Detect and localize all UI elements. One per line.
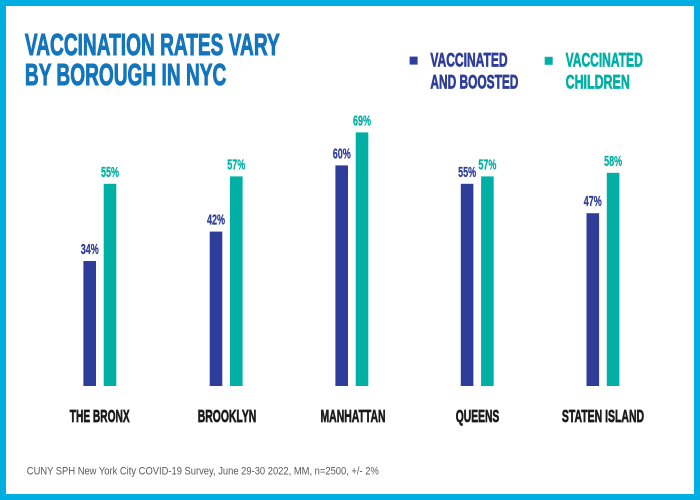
svg-text:42%: 42% [207, 213, 225, 229]
svg-text:69%: 69% [353, 113, 371, 129]
svg-text:BY BOROUGH IN NYC: BY BOROUGH IN NYC [25, 58, 226, 92]
svg-text:57%: 57% [478, 157, 496, 173]
svg-text:MANHATTAN: MANHATTAN [321, 406, 386, 426]
svg-text:AND BOOSTED: AND BOOSTED [430, 73, 518, 94]
svg-text:STATEN ISLAND: STATEN ISLAND [562, 406, 644, 426]
svg-text:55%: 55% [458, 165, 476, 181]
svg-text:55%: 55% [101, 165, 119, 181]
svg-text:CHILDREN: CHILDREN [566, 73, 630, 94]
svg-text:60%: 60% [333, 146, 351, 162]
svg-text:VACCINATION RATES VARY: VACCINATION RATES VARY [25, 28, 280, 62]
svg-text:BROOKLYN: BROOKLYN [198, 406, 257, 426]
svg-text:47%: 47% [584, 194, 602, 210]
svg-text:THE BRONX: THE BRONX [70, 406, 130, 426]
svg-text:QUEENS: QUEENS [456, 406, 500, 426]
svg-text:58%: 58% [604, 154, 622, 170]
svg-text:57%: 57% [227, 157, 245, 173]
svg-text:VACCINATED: VACCINATED [430, 51, 507, 72]
svg-text:VACCINATED: VACCINATED [566, 51, 643, 72]
svg-text:34%: 34% [81, 242, 99, 258]
svg-text:CUNY SPH New York City COVID-1: CUNY SPH New York City COVID-19 Survey, … [27, 466, 380, 478]
